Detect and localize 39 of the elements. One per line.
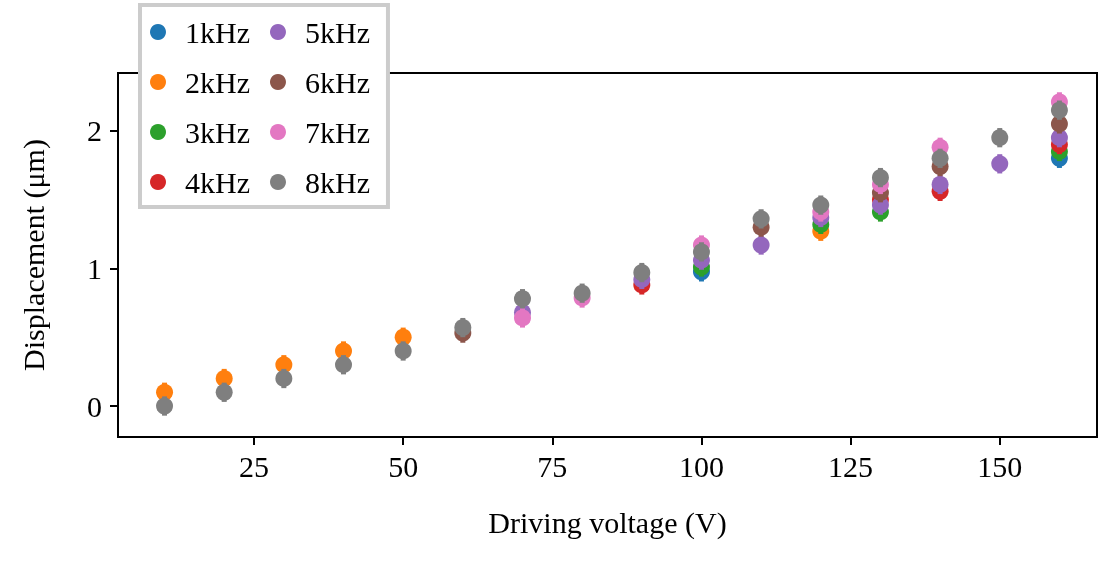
legend-label: 7kHz xyxy=(304,115,370,149)
point xyxy=(931,175,949,193)
point xyxy=(752,236,770,254)
x-tick-label: 25 xyxy=(239,449,270,483)
legend-label: 1kHz xyxy=(185,15,250,49)
y-axis-title: Displacement (μm) xyxy=(16,139,51,371)
x-tick-label: 75 xyxy=(537,449,568,483)
legend-label: 3kHz xyxy=(185,115,250,149)
x-tick-label: 100 xyxy=(678,449,724,483)
x-tick-label: 125 xyxy=(828,449,874,483)
x-tick-label: 150 xyxy=(977,449,1023,483)
point xyxy=(752,210,770,228)
point xyxy=(633,264,651,282)
point xyxy=(931,149,949,167)
point xyxy=(156,397,174,415)
legend-label: 6kHz xyxy=(304,65,370,99)
x-axis-title: Driving voltage (V) xyxy=(488,505,727,540)
point xyxy=(514,309,531,327)
point xyxy=(871,169,889,187)
point xyxy=(812,196,830,214)
x-tick-label: 50 xyxy=(388,449,419,483)
point xyxy=(394,342,412,360)
point xyxy=(215,383,233,401)
point xyxy=(335,356,353,374)
legend-label: 5kHz xyxy=(304,15,370,49)
point xyxy=(454,319,472,337)
point xyxy=(991,155,1009,173)
y-tick-label: 2 xyxy=(87,114,102,148)
point xyxy=(514,290,531,308)
point xyxy=(1050,101,1068,119)
legend-label: 8kHz xyxy=(304,165,370,199)
legend-label: 2kHz xyxy=(185,65,250,99)
point xyxy=(991,129,1009,147)
point xyxy=(573,284,591,302)
point xyxy=(692,243,710,261)
y-tick-label: 1 xyxy=(87,251,102,285)
point xyxy=(275,370,293,388)
y-tick-label: 0 xyxy=(87,389,102,423)
legend-label: 4kHz xyxy=(185,165,250,199)
